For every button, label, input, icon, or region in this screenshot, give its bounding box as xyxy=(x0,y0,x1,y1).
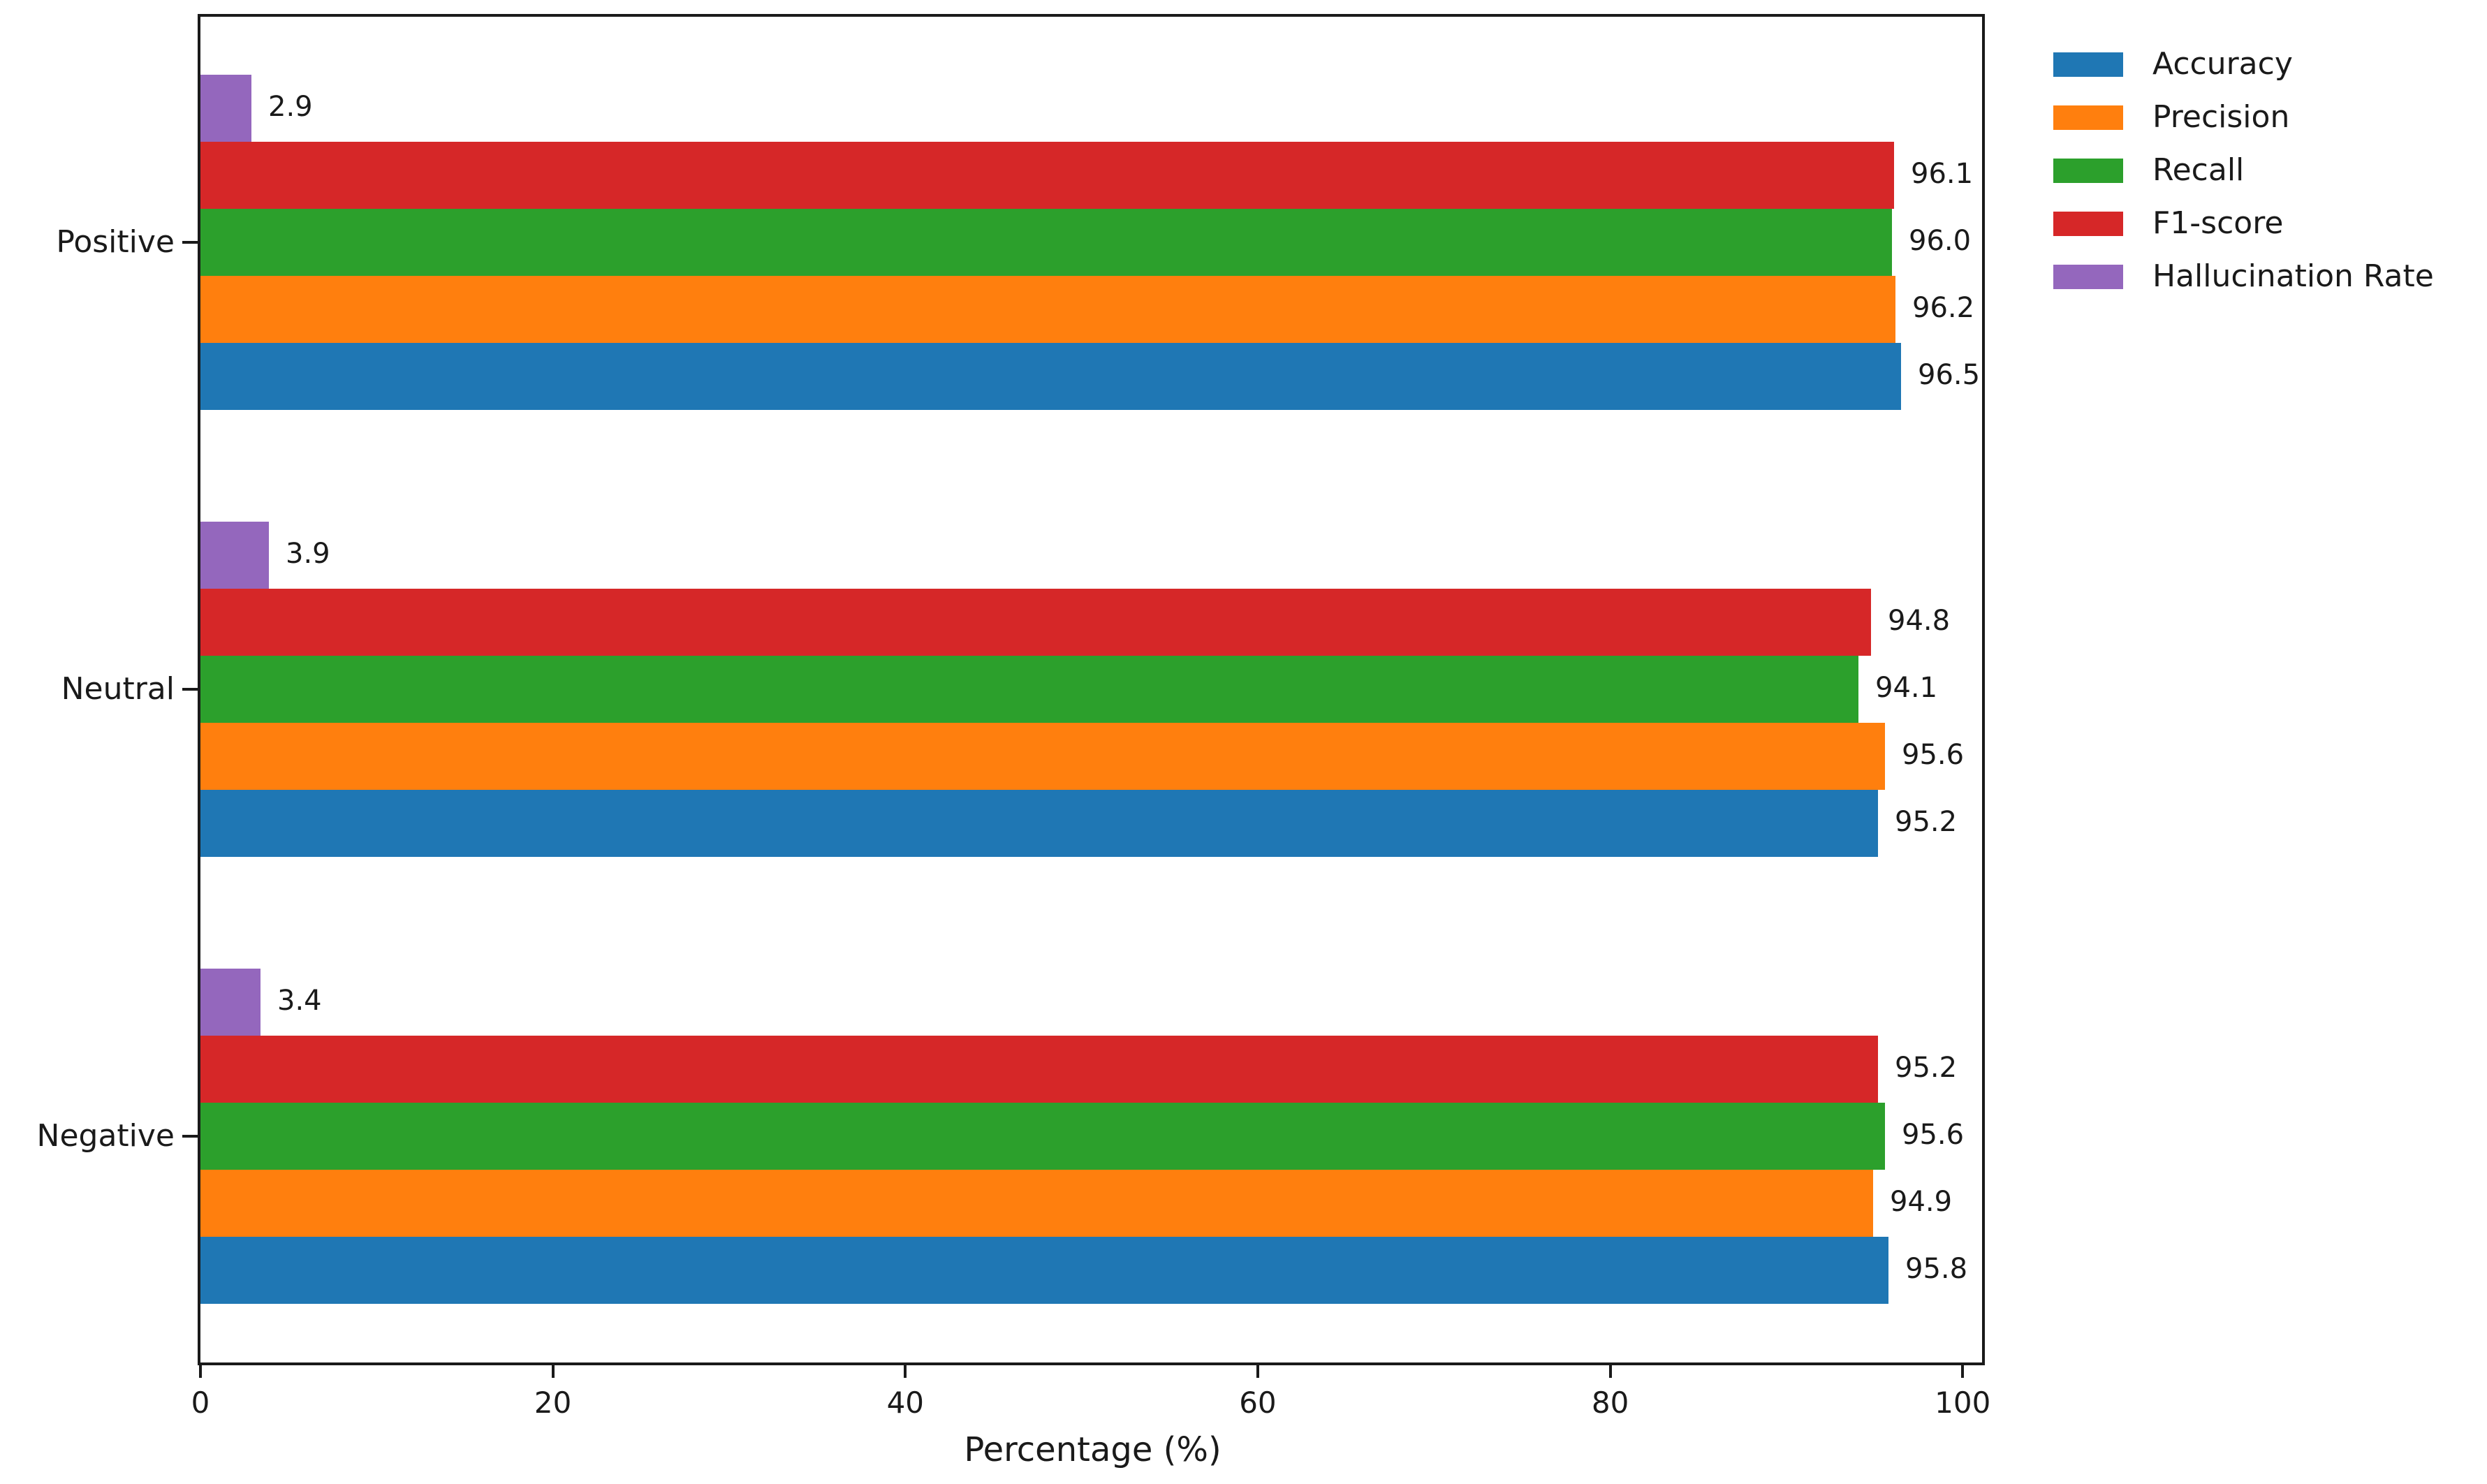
x-tick-label: 40 xyxy=(886,1386,925,1420)
x-tick xyxy=(1961,1365,1965,1378)
bar-value-label: 94.1 xyxy=(1875,672,1938,704)
bar-value-label: 3.4 xyxy=(277,985,322,1017)
x-tick-label: 60 xyxy=(1239,1386,1277,1420)
legend-swatch xyxy=(2053,52,2123,77)
legend-label: Hallucination Rate xyxy=(2152,258,2434,294)
bar-value-label: 3.9 xyxy=(286,538,330,570)
category-label-neutral: Neutral xyxy=(61,671,175,707)
bar-value-label: 96.5 xyxy=(1918,359,1981,391)
bar-negative-hallucination-rate xyxy=(200,969,261,1036)
bar-positive-f1-score xyxy=(200,142,1894,209)
legend-item-accuracy: Accuracy xyxy=(2053,38,2434,91)
y-tick xyxy=(182,688,198,691)
bar-value-label: 95.6 xyxy=(1902,739,1965,771)
legend-item-f1-score: F1-score xyxy=(2053,197,2434,250)
bar-value-label: 96.1 xyxy=(1911,158,1974,190)
bar-negative-accuracy xyxy=(200,1237,1888,1304)
bar-positive-hallucination-rate xyxy=(200,75,251,142)
bar-positive-precision xyxy=(200,276,1895,343)
legend-label: F1-score xyxy=(2152,205,2284,241)
bar-neutral-accuracy xyxy=(200,790,1878,857)
bar-value-label: 95.6 xyxy=(1902,1119,1965,1151)
legend-label: Recall xyxy=(2152,152,2245,188)
legend-swatch xyxy=(2053,105,2123,130)
y-tick xyxy=(182,241,198,244)
x-tick xyxy=(1608,1365,1612,1378)
legend-item-hallucination-rate: Hallucination Rate xyxy=(2053,250,2434,303)
x-axis-label: Percentage (%) xyxy=(964,1430,1222,1469)
x-tick-label: 0 xyxy=(191,1386,210,1420)
x-tick xyxy=(199,1365,202,1378)
x-tick xyxy=(551,1365,555,1378)
bar-value-label: 95.2 xyxy=(1895,806,1958,838)
x-tick-label: 80 xyxy=(1591,1386,1629,1420)
bar-neutral-hallucination-rate xyxy=(200,522,269,589)
category-label-negative: Negative xyxy=(36,1118,175,1154)
bar-positive-recall xyxy=(200,209,1892,276)
x-tick-label: 20 xyxy=(534,1386,572,1420)
plot-area: 2.9 96.1 96.0 96.2 96.5 3.9 94.8 94.1 95.6 95.2 3.… xyxy=(198,14,1985,1365)
bar-positive-accuracy xyxy=(200,343,1901,410)
bar-neutral-f1-score xyxy=(200,589,1871,656)
bar-neutral-recall xyxy=(200,656,1858,723)
bar-negative-precision xyxy=(200,1170,1873,1237)
y-tick xyxy=(182,1135,198,1138)
legend: Accuracy Precision Recall F1-score Hallucina… xyxy=(2053,38,2434,303)
bar-value-label: 96.0 xyxy=(1909,225,1972,257)
legend-item-precision: Precision xyxy=(2053,91,2434,144)
x-tick-label: 100 xyxy=(1935,1386,1991,1420)
bar-value-label: 95.2 xyxy=(1895,1052,1958,1084)
bar-value-label: 94.8 xyxy=(1888,605,1951,637)
bar-value-label: 2.9 xyxy=(268,91,313,123)
legend-swatch xyxy=(2053,264,2123,289)
legend-swatch xyxy=(2053,158,2123,183)
bar-value-label: 96.2 xyxy=(1912,292,1975,324)
legend-label: Accuracy xyxy=(2152,46,2293,82)
legend-swatch xyxy=(2053,211,2123,236)
x-tick xyxy=(1256,1365,1259,1378)
bar-neutral-precision xyxy=(200,723,1885,790)
bar-negative-f1-score xyxy=(200,1036,1878,1103)
bar-negative-recall xyxy=(200,1103,1885,1170)
legend-label: Precision xyxy=(2152,99,2290,135)
bar-value-label: 94.9 xyxy=(1890,1186,1953,1218)
category-label-positive: Positive xyxy=(56,224,175,260)
bar-value-label: 95.8 xyxy=(1905,1253,1968,1285)
x-tick xyxy=(904,1365,907,1378)
legend-item-recall: Recall xyxy=(2053,144,2434,197)
